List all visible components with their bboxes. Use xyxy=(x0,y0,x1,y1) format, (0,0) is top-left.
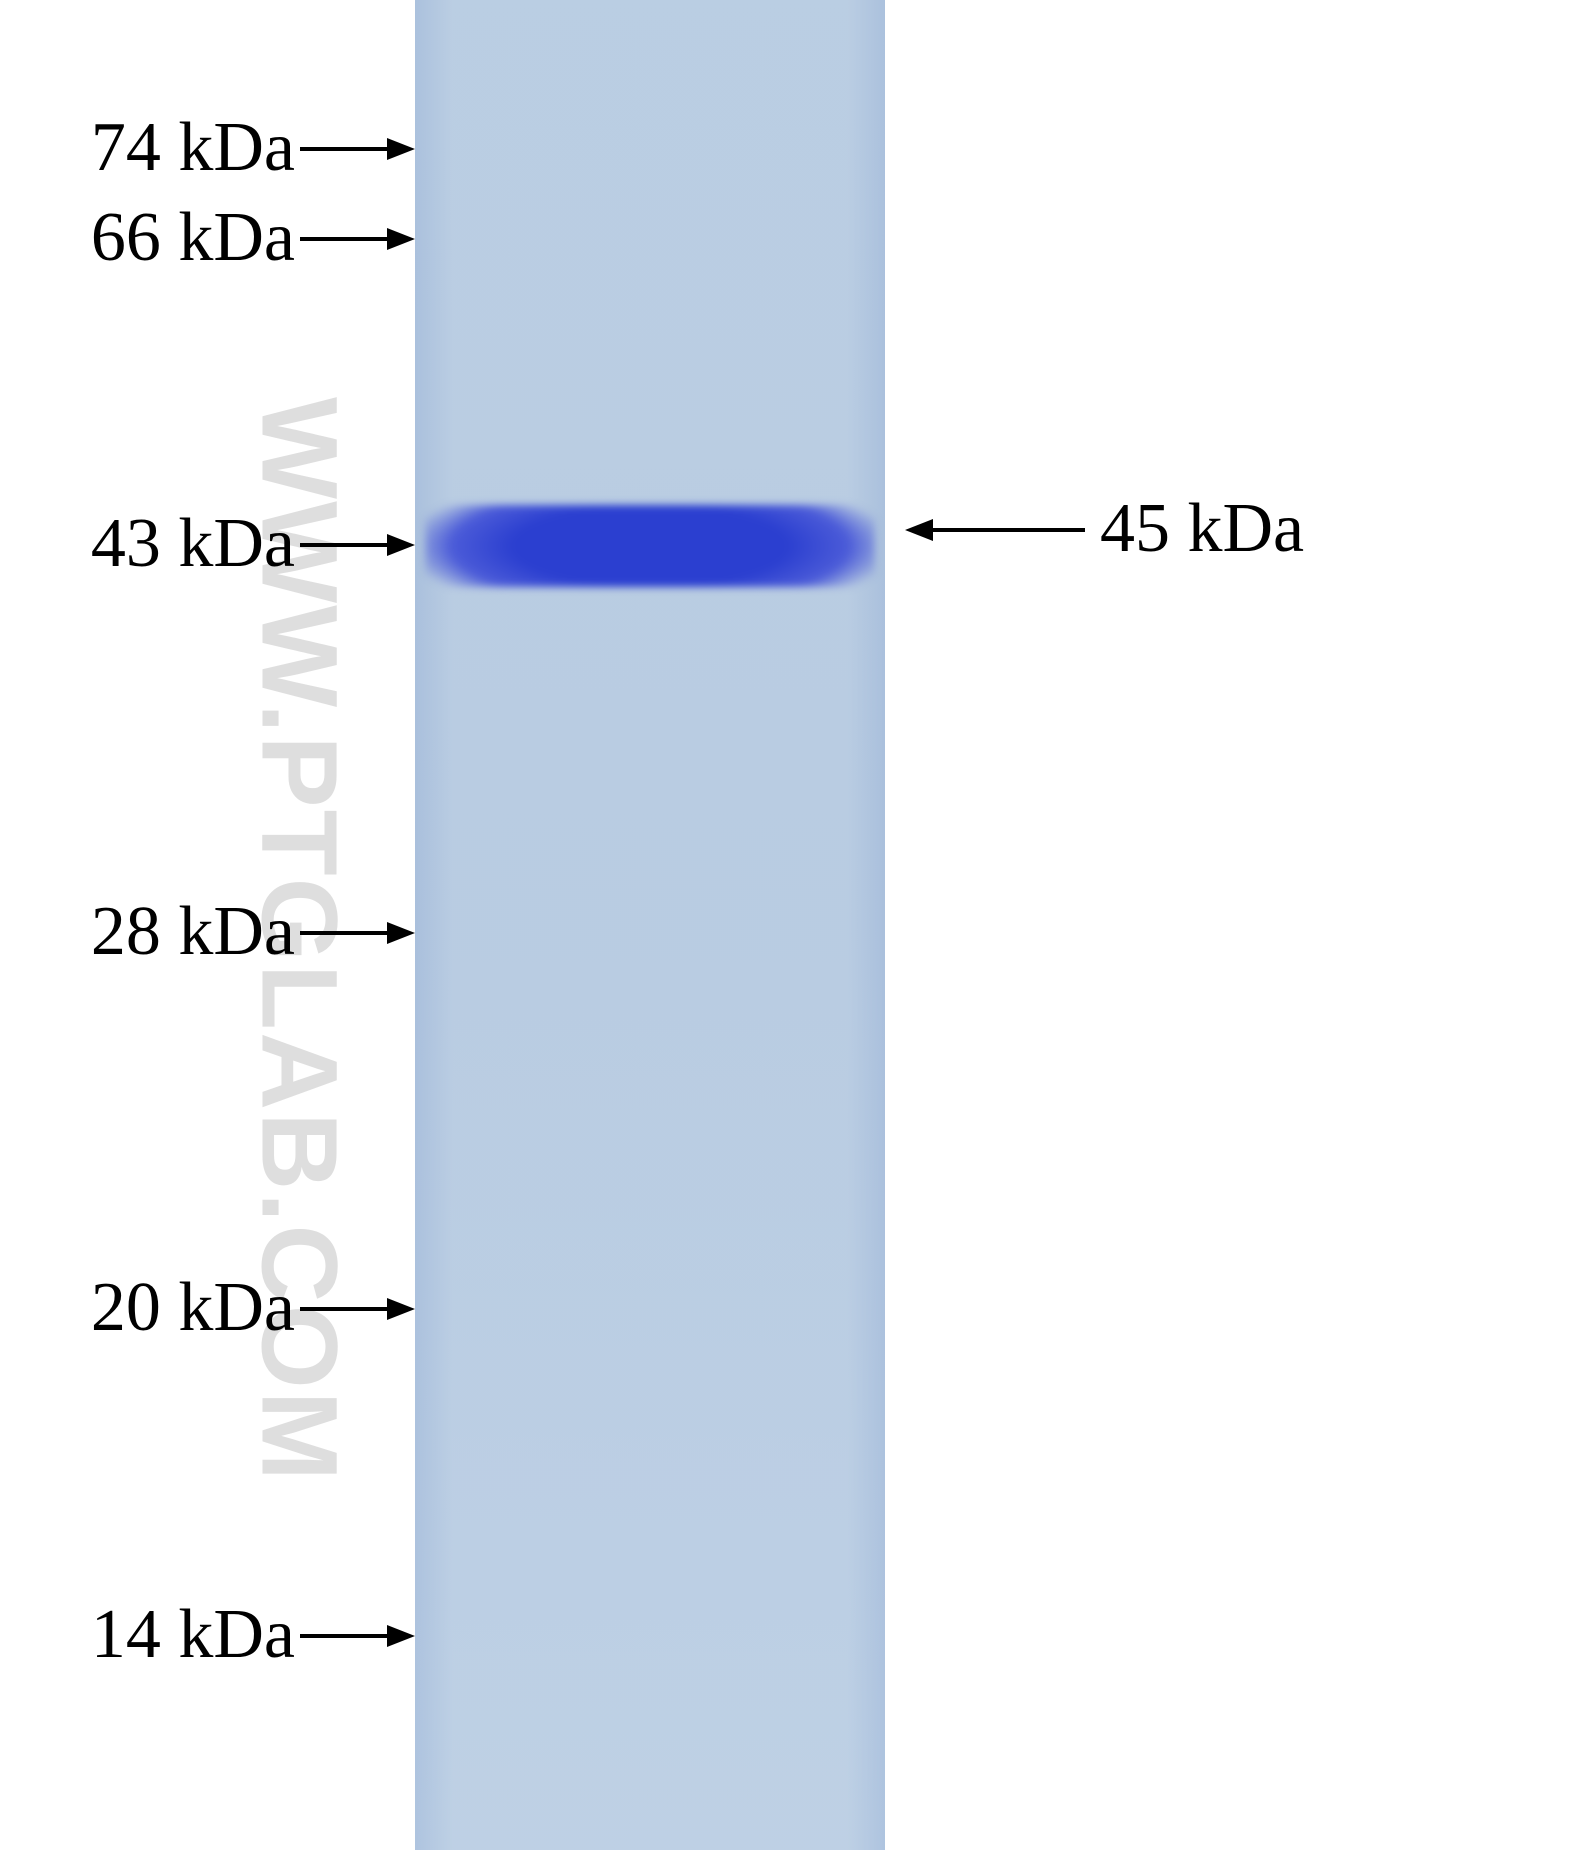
ladder-label: 43 kDa xyxy=(91,504,295,584)
ladder-label: 74 kDa xyxy=(91,108,295,188)
ladder-arrow-icon xyxy=(300,1294,415,1324)
gel-background xyxy=(415,0,885,1850)
ladder-arrow-icon xyxy=(300,530,415,560)
ladder-arrow-icon xyxy=(300,224,415,254)
ladder-arrow-icon xyxy=(300,918,415,948)
ladder-label: 14 kDa xyxy=(91,1595,295,1675)
ladder-label: 28 kDa xyxy=(91,892,295,972)
protein-band xyxy=(425,505,875,587)
ladder-label: 20 kDa xyxy=(91,1268,295,1348)
ladder-label: 66 kDa xyxy=(91,198,295,278)
ladder-arrow-icon xyxy=(300,134,415,164)
sample-label: 45 kDa xyxy=(1100,489,1304,569)
gel-lane xyxy=(415,0,885,1850)
sample-arrow-icon xyxy=(905,515,1085,545)
ladder-arrow-icon xyxy=(300,1621,415,1651)
